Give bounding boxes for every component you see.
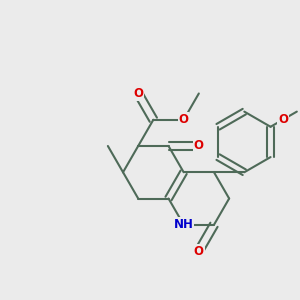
Text: O: O bbox=[194, 244, 204, 257]
Text: O: O bbox=[194, 140, 204, 152]
Text: O: O bbox=[278, 113, 288, 126]
Text: NH: NH bbox=[174, 218, 194, 231]
Text: O: O bbox=[179, 113, 189, 126]
Text: O: O bbox=[133, 87, 143, 100]
